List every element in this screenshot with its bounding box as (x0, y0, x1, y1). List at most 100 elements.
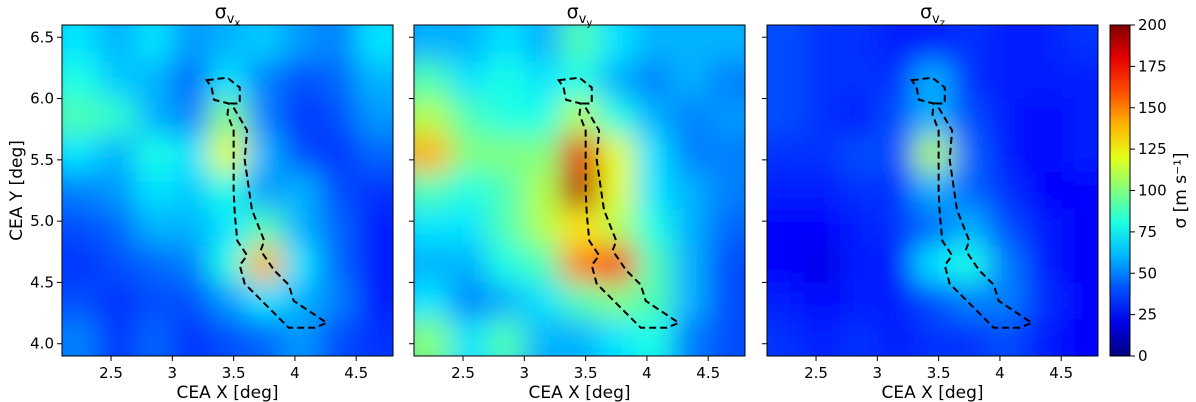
heatmap-cell (98, 319, 137, 356)
heatmap-cell (319, 172, 358, 210)
heatmap-cell (98, 25, 137, 63)
heatmap-cell (1024, 25, 1063, 63)
heatmap-cell (1024, 172, 1063, 210)
colorbar-tick-label: 0 (1138, 347, 1148, 365)
heatmap-cell (561, 172, 599, 210)
heatmap-cell (209, 319, 247, 356)
heatmap-cell (319, 319, 358, 356)
colorbar-tick-label: 200 (1138, 16, 1167, 34)
y-tick-label: 5.5 (30, 151, 54, 169)
y-tick-label: 5.0 (30, 212, 54, 230)
heatmap-cell (282, 98, 321, 137)
heatmap-cell (840, 135, 879, 174)
heatmap-cell (209, 282, 247, 321)
heatmap-cell (450, 98, 489, 137)
heatmap-cell (135, 98, 174, 137)
heatmap-cell (524, 135, 563, 174)
heatmap-cell (414, 98, 452, 137)
heatmap-cell (803, 282, 842, 321)
heatmap-cell (282, 245, 321, 284)
heatmap-cell (62, 25, 100, 63)
heatmap-cell (767, 282, 805, 321)
heatmap-cell (487, 172, 526, 210)
y-tick-label: 4.0 (30, 335, 54, 353)
colorbar-tick-label: 75 (1138, 223, 1157, 241)
heatmap-cell (634, 208, 673, 247)
heatmap-cell (767, 245, 805, 284)
heatmap-cell (1024, 98, 1063, 137)
heatmap-cell (671, 245, 710, 284)
heatmap-cell (597, 61, 636, 100)
heatmap-cell (1024, 245, 1063, 284)
heatmap-cell (487, 245, 526, 284)
colorbar-tick-label: 150 (1138, 99, 1167, 117)
heatmap-cell (950, 282, 989, 321)
heatmap-cell (634, 245, 673, 284)
heatmap-cell (1024, 208, 1063, 247)
panel-title: σvz (920, 1, 945, 29)
heatmap-cell (767, 172, 805, 210)
heatmap-cell (245, 172, 284, 210)
heatmap-cell (356, 172, 393, 210)
heatmap-cell (634, 61, 673, 100)
heatmap-cell (135, 172, 174, 210)
heatmap-cell (356, 61, 393, 100)
heatmap-cell (356, 319, 393, 356)
heatmap-cell (1061, 208, 1098, 247)
heatmap-cell (634, 98, 673, 137)
heatmap (62, 25, 393, 356)
heatmap-cell (450, 208, 489, 247)
contour (556, 76, 681, 329)
x-axis-label: CEA X [deg] (177, 383, 279, 402)
heatmap-cell (877, 135, 916, 174)
heatmap-cell (597, 319, 636, 356)
heatmap-cell (803, 135, 842, 174)
heatmap-cell (450, 172, 489, 210)
heatmap-cell (172, 245, 211, 284)
heatmap (767, 25, 1098, 356)
heatmap-cell (135, 319, 174, 356)
heatmap-cell (1061, 98, 1098, 137)
heatmap-cells (767, 25, 1098, 356)
heatmap-cell (356, 98, 393, 137)
plot-frame (413, 24, 746, 357)
heatmap-cell (914, 245, 952, 284)
heatmap-cell (840, 319, 879, 356)
colorbar-label: σ [m s⁻¹] (1171, 152, 1191, 228)
heatmap-cell (450, 319, 489, 356)
title-subsub: y (586, 18, 592, 29)
heatmap-cell (561, 135, 599, 174)
heatmap-cell (282, 319, 321, 356)
y-tick-label: 6.5 (30, 28, 54, 46)
heatmap-cell (62, 98, 100, 137)
heatmap-cell (62, 61, 100, 100)
heatmap-cell (245, 25, 284, 63)
heatmap-cell (1024, 282, 1063, 321)
heatmap-cell (708, 319, 745, 356)
heatmap-cell (634, 25, 673, 63)
heatmap-cell (414, 245, 452, 284)
heatmap-cell (708, 172, 745, 210)
heatmap-cell (487, 135, 526, 174)
x-tick-label: 4.5 (696, 364, 720, 382)
heatmap-cell (414, 172, 452, 210)
heatmap-cell (671, 61, 710, 100)
heatmap-cell (319, 282, 358, 321)
heatmap-cell (209, 208, 247, 247)
heatmap-cell (450, 245, 489, 284)
x-tick-label: 4 (995, 364, 1005, 382)
heatmap-cell (987, 245, 1026, 284)
heatmap-cell (914, 319, 952, 356)
heatmap-cell (877, 25, 916, 63)
heatmap-cell (98, 61, 137, 100)
heatmap-cell (209, 61, 247, 100)
heatmap-cell (356, 245, 393, 284)
heatmap-cell (561, 319, 599, 356)
heatmap-cell (209, 25, 247, 63)
heatmap-cell (172, 282, 211, 321)
heatmap-cell (245, 208, 284, 247)
heatmap-cell (450, 61, 489, 100)
heatmap-cell (950, 319, 989, 356)
x-axis-label: CEA X [deg] (882, 383, 984, 402)
